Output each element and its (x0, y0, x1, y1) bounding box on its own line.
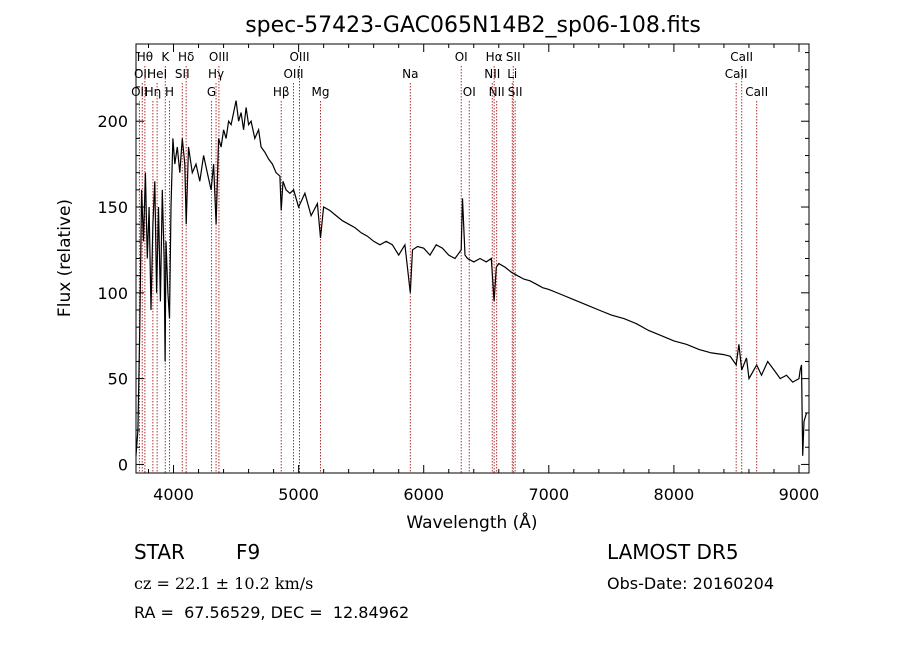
y-tick-label: 50 (108, 370, 128, 389)
chart-title: spec-57423-GAC065N14B2_sp06-108.fits (245, 13, 701, 38)
line-marker-label: Hδ (178, 50, 194, 64)
line-marker-label: Mg (312, 85, 330, 99)
x-tick-label: 5000 (278, 485, 319, 504)
obs-date-text: Obs-Date: 20160204 (607, 574, 775, 593)
line-marker-label: NII (484, 67, 500, 81)
line-marker-label: SII (508, 85, 523, 99)
y-axis-label: Flux (relative) (55, 199, 75, 317)
spectrum-series-line (135, 100, 808, 456)
x-axis-ticks: 4000 5000 6000 7000 8000 9000 (148, 44, 820, 504)
line-marker-label: OIII (209, 50, 229, 64)
line-marker-label: H (165, 85, 174, 99)
y-tick-label: 200 (97, 112, 128, 131)
line-marker-label: Na (402, 67, 418, 81)
line-marker-label: OII (134, 67, 151, 81)
line-marker-label: CaII (745, 85, 768, 99)
x-tick-label: 4000 (153, 485, 194, 504)
line-marker-label: SII (506, 50, 521, 64)
survey-name: LAMOST DR5 (607, 540, 739, 564)
x-tick-label: 7000 (528, 485, 569, 504)
redshift-text: cz = 22.1 ± 10.2 km/s (134, 574, 314, 593)
line-marker-label: Li (507, 67, 517, 81)
line-marker-label: NII (489, 85, 505, 99)
x-axis-label: Wavelength (Å) (406, 511, 537, 533)
object-class: STAR (134, 540, 185, 564)
spectral-line-labels: OIIOIIHθHηHeIKHSIIHδGHγOIIIHβOIIIOIIIMgN… (131, 50, 768, 99)
x-tick-label: 8000 (654, 485, 695, 504)
line-marker-label: CaII (725, 67, 748, 81)
line-marker-label: OII (131, 85, 148, 99)
y-tick-label: 150 (97, 198, 128, 217)
coordinates-text: RA = 67.56529, DEC = 12.84962 (134, 603, 410, 622)
line-marker-label: G (207, 85, 216, 99)
x-tick-label: 6000 (403, 485, 444, 504)
line-marker-label: OI (463, 85, 476, 99)
y-tick-label: 100 (97, 284, 128, 303)
x-tick-label: 9000 (779, 485, 820, 504)
line-marker-label: Hη (145, 85, 162, 99)
line-marker-label: OIII (283, 67, 303, 81)
y-axis-ticks: 0 50 100 150 200 (97, 52, 809, 474)
line-marker-label: K (161, 50, 170, 64)
line-marker-label: HeI (147, 67, 167, 81)
spectral-line-markers (138, 66, 758, 473)
line-marker-label: OI (455, 50, 468, 64)
line-marker-label: Hα (486, 50, 503, 64)
line-marker-label: Hγ (208, 67, 224, 81)
object-subclass: F9 (236, 540, 261, 564)
line-marker-label: CaII (730, 50, 753, 64)
y-tick-label: 0 (118, 455, 128, 474)
line-marker-label: Hβ (273, 85, 290, 99)
line-marker-label: OIII (289, 50, 309, 64)
line-marker-label: SII (175, 67, 190, 81)
line-marker-label: Hθ (137, 50, 153, 64)
